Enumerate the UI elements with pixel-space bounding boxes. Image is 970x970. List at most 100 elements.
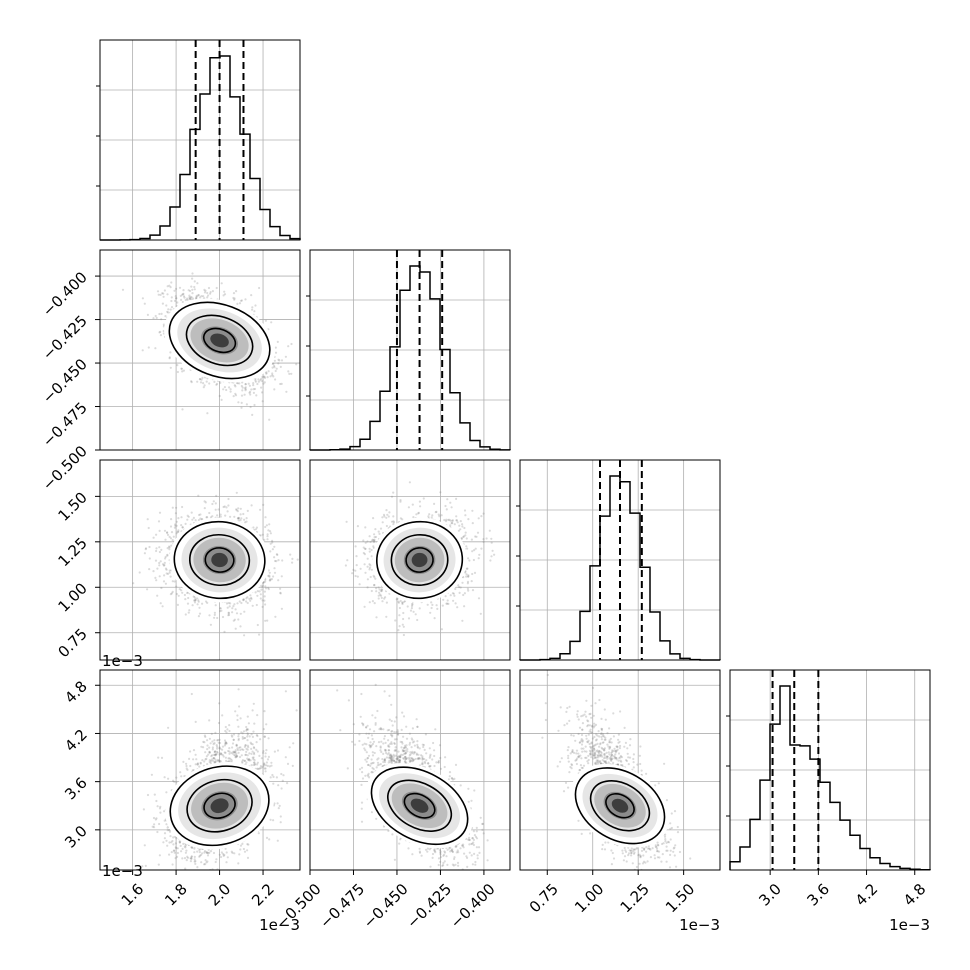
scatter-point bbox=[162, 580, 166, 583]
scatter-point bbox=[239, 507, 242, 510]
scatter-point bbox=[165, 304, 168, 307]
scatter-point bbox=[266, 533, 269, 536]
scatter-point bbox=[186, 602, 190, 605]
scatter-point bbox=[193, 599, 196, 602]
scatter-point bbox=[221, 615, 225, 619]
scatter-point bbox=[260, 377, 263, 381]
scatter-point bbox=[181, 293, 184, 296]
scatter-point bbox=[247, 382, 250, 385]
scatter-point bbox=[226, 510, 229, 513]
scatter-point bbox=[168, 535, 171, 539]
contour-2 bbox=[202, 327, 237, 354]
scatter-point bbox=[244, 383, 247, 386]
scatter-point bbox=[240, 517, 243, 520]
scatter-point bbox=[259, 508, 262, 511]
scatter-point bbox=[232, 395, 235, 398]
scatter-point bbox=[196, 380, 199, 383]
scatter-point bbox=[226, 606, 229, 609]
scatter-point bbox=[152, 536, 155, 539]
scatter-point bbox=[250, 388, 253, 391]
scatter-point bbox=[158, 575, 161, 578]
scatter-point bbox=[267, 574, 270, 578]
scatter-point bbox=[205, 600, 208, 603]
scatter-point bbox=[237, 517, 241, 520]
scatter-point bbox=[246, 596, 249, 599]
scatter-point bbox=[449, 524, 452, 527]
scatter-point bbox=[206, 516, 209, 519]
scatter-point bbox=[212, 500, 215, 503]
scatter-point bbox=[259, 597, 262, 600]
scatter-point bbox=[255, 603, 258, 607]
scatter-point bbox=[168, 356, 171, 359]
scatter-point bbox=[385, 516, 388, 519]
scatter-point bbox=[193, 601, 197, 604]
scatter-point bbox=[155, 579, 158, 582]
scatter-point bbox=[206, 412, 209, 415]
scatter-point bbox=[182, 292, 185, 295]
scatter-point bbox=[219, 381, 222, 384]
scatter-point bbox=[163, 529, 167, 532]
scatter-point bbox=[161, 563, 165, 566]
scatter-point bbox=[209, 291, 212, 294]
scatter-point bbox=[234, 394, 238, 397]
scatter-point bbox=[189, 296, 192, 299]
scatter-point bbox=[168, 548, 171, 551]
scatter-point bbox=[197, 599, 200, 602]
scatter-point bbox=[243, 387, 247, 390]
scatter-point bbox=[233, 297, 236, 300]
scatter-point bbox=[195, 296, 198, 299]
scatter-point bbox=[197, 519, 200, 522]
scatter-point bbox=[436, 607, 439, 611]
scatter-point bbox=[169, 537, 173, 540]
scatter-point bbox=[277, 579, 280, 582]
scatter-point bbox=[199, 378, 202, 381]
scatter-point bbox=[238, 382, 241, 385]
scatter-point bbox=[262, 382, 265, 385]
scatter-point bbox=[245, 600, 248, 603]
scatter-point bbox=[263, 375, 266, 378]
scatter-point bbox=[273, 359, 276, 362]
scatter-point bbox=[187, 596, 190, 600]
scatter-point bbox=[261, 585, 264, 588]
scatter-point bbox=[256, 382, 259, 386]
scatter-point bbox=[213, 380, 216, 383]
scatter-point bbox=[205, 516, 208, 519]
histogram-step-3 bbox=[729, 685, 931, 871]
histogram-step-1 bbox=[309, 265, 511, 451]
scatter-point bbox=[148, 545, 151, 549]
scatter-point bbox=[183, 593, 186, 597]
scatter-point bbox=[269, 579, 272, 582]
scatter-point bbox=[203, 288, 206, 291]
scatter-point bbox=[279, 587, 282, 590]
panel-frame bbox=[99, 459, 301, 661]
scatter-point bbox=[240, 394, 244, 397]
scatter-point bbox=[159, 293, 162, 296]
scatter-point bbox=[190, 296, 193, 299]
scatter-point bbox=[280, 607, 283, 610]
scatter-point bbox=[207, 286, 211, 290]
scatter-point bbox=[170, 306, 174, 309]
scatter-point bbox=[235, 509, 238, 512]
scatter-point bbox=[197, 494, 200, 497]
scatter-point bbox=[191, 604, 194, 607]
scatter-point bbox=[251, 306, 254, 309]
scatter-point bbox=[164, 555, 167, 559]
scatter-point bbox=[168, 546, 171, 549]
scatter-point bbox=[191, 277, 194, 280]
scatter-point bbox=[193, 596, 196, 599]
scatter-point bbox=[158, 511, 162, 514]
scatter-point bbox=[384, 596, 387, 599]
scatter-point bbox=[220, 398, 223, 401]
scatter-point bbox=[236, 382, 239, 385]
scatter-point bbox=[215, 494, 218, 497]
scatter-point bbox=[156, 567, 159, 570]
scatter-point bbox=[236, 517, 240, 520]
scatter-point bbox=[272, 362, 275, 365]
scatter-point bbox=[263, 581, 266, 584]
scatter-point bbox=[279, 365, 282, 368]
scatter-point bbox=[172, 535, 175, 538]
scatter-point bbox=[191, 272, 194, 275]
scatter-point bbox=[288, 372, 291, 375]
scatter-point bbox=[244, 383, 247, 386]
scatter-point bbox=[233, 618, 236, 621]
